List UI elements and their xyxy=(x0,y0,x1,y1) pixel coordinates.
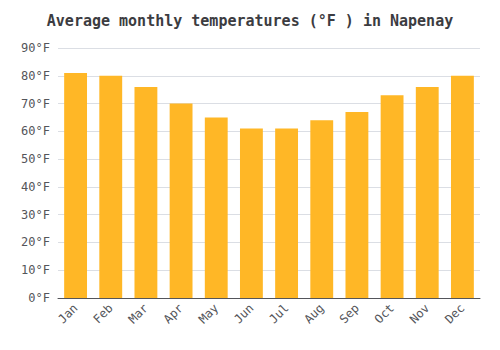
svg-text:0°F: 0°F xyxy=(28,291,50,305)
svg-text:Sep: Sep xyxy=(337,301,362,326)
svg-text:80°F: 80°F xyxy=(21,69,50,83)
svg-text:Feb: Feb xyxy=(90,301,115,326)
svg-text:Jul: Jul xyxy=(266,301,291,326)
svg-text:90°F: 90°F xyxy=(21,41,50,55)
svg-text:May: May xyxy=(196,301,221,326)
svg-text:70°F: 70°F xyxy=(21,97,50,111)
svg-text:10°F: 10°F xyxy=(21,263,50,277)
svg-text:Aug: Aug xyxy=(301,301,326,326)
svg-text:Dec: Dec xyxy=(442,301,467,326)
svg-text:Mar: Mar xyxy=(126,301,151,326)
svg-text:Apr: Apr xyxy=(161,301,186,326)
svg-text:20°F: 20°F xyxy=(21,235,50,249)
svg-text:Oct: Oct xyxy=(372,301,397,326)
svg-text:40°F: 40°F xyxy=(21,180,50,194)
svg-text:Jun: Jun xyxy=(231,301,256,326)
svg-text:Jan: Jan xyxy=(55,301,80,326)
svg-text:50°F: 50°F xyxy=(21,152,50,166)
svg-text:Average monthly temperatures (: Average monthly temperatures (°F ) in Na… xyxy=(47,12,453,30)
svg-text:30°F: 30°F xyxy=(21,208,50,222)
svg-text:Nov: Nov xyxy=(407,301,432,326)
svg-text:60°F: 60°F xyxy=(21,124,50,138)
